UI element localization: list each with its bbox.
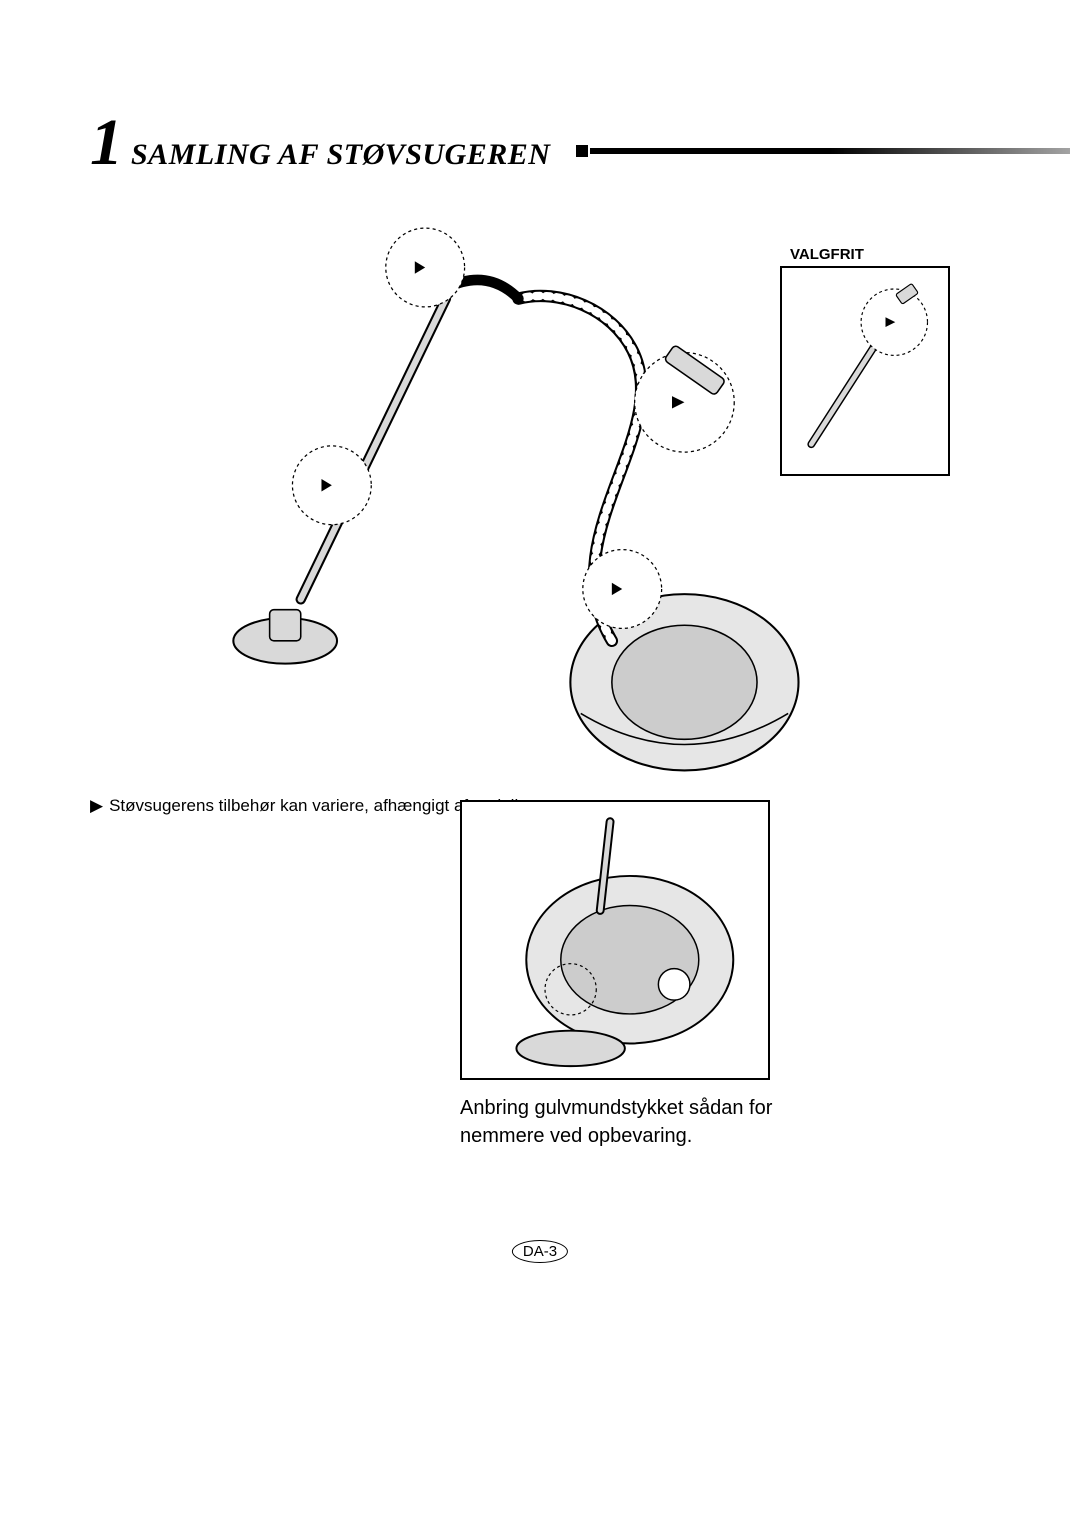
section-number: 1: [90, 110, 123, 176]
heading-rule: [590, 148, 1070, 154]
figure-area: VALGFRIT: [90, 226, 990, 786]
optional-accessory-figure: [780, 266, 950, 476]
note-arrow-icon: ▶: [90, 796, 103, 816]
storage-caption-line2: nemmere ved opbevaring.: [460, 1125, 692, 1147]
storage-caption: Anbring gulvmundstykket sådan for nemmer…: [420, 1094, 810, 1150]
storage-figure: [460, 800, 770, 1080]
storage-figure-block: Anbring gulvmundstykket sådan for nemmer…: [420, 800, 810, 1150]
page-number: DA-3: [512, 1240, 568, 1263]
section-title: SAMLING AF STØVSUGEREN: [131, 138, 550, 172]
section-heading: 1 SAMLING AF STØVSUGEREN: [90, 110, 990, 176]
page-number-text: DA-3: [512, 1240, 568, 1263]
storage-caption-line1: Anbring gulvmundstykket sådan for: [460, 1097, 772, 1119]
optional-label: VALGFRIT: [790, 246, 864, 263]
